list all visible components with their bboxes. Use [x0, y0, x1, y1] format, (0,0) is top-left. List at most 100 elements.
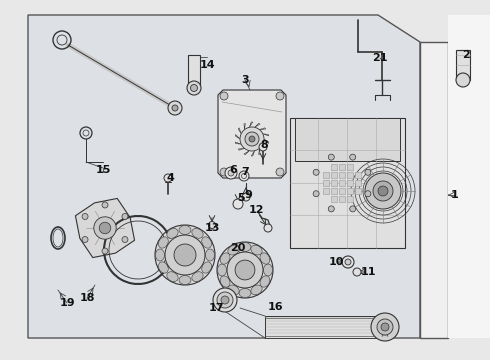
Circle shape [239, 171, 249, 181]
Bar [456, 50, 470, 80]
Circle shape [365, 191, 371, 197]
Circle shape [242, 193, 250, 201]
Bar [347, 188, 353, 194]
Circle shape [350, 206, 356, 212]
Circle shape [99, 222, 111, 234]
Circle shape [381, 323, 389, 331]
Ellipse shape [239, 288, 251, 297]
Text: 6: 6 [229, 165, 237, 175]
Ellipse shape [228, 285, 239, 295]
Bar [347, 172, 353, 178]
Circle shape [456, 73, 470, 87]
Text: 11: 11 [360, 267, 376, 277]
Circle shape [82, 237, 88, 243]
Ellipse shape [218, 264, 226, 276]
Polygon shape [218, 90, 286, 178]
Circle shape [168, 101, 182, 115]
Text: 14: 14 [199, 60, 215, 70]
Circle shape [220, 168, 228, 176]
Text: 20: 20 [230, 243, 245, 253]
Circle shape [217, 292, 233, 308]
Bar [339, 164, 345, 170]
Circle shape [82, 213, 88, 220]
Circle shape [350, 154, 356, 160]
Circle shape [377, 319, 393, 335]
Ellipse shape [158, 237, 168, 248]
Bar [295, 118, 400, 161]
Bar [448, 15, 490, 338]
Bar [347, 180, 353, 186]
Ellipse shape [158, 262, 168, 273]
Polygon shape [264, 139, 269, 144]
Circle shape [102, 202, 108, 208]
Text: 5: 5 [237, 193, 245, 203]
Circle shape [165, 235, 205, 275]
Ellipse shape [155, 249, 165, 261]
Circle shape [94, 217, 116, 239]
Circle shape [342, 256, 354, 268]
Ellipse shape [205, 249, 215, 261]
Bar [331, 188, 337, 194]
Bar [323, 172, 329, 178]
Ellipse shape [264, 264, 272, 276]
Bar [188, 55, 200, 85]
Ellipse shape [179, 275, 191, 284]
Bar [265, 316, 385, 338]
Polygon shape [244, 123, 245, 130]
Ellipse shape [179, 225, 191, 234]
Polygon shape [263, 144, 266, 150]
Polygon shape [249, 122, 253, 127]
Circle shape [328, 206, 334, 212]
Circle shape [313, 169, 319, 175]
Bar [339, 172, 345, 178]
Circle shape [225, 167, 237, 179]
Ellipse shape [167, 229, 178, 238]
Ellipse shape [220, 276, 230, 287]
Circle shape [276, 92, 284, 100]
Ellipse shape [192, 272, 203, 282]
Bar [331, 164, 337, 170]
Circle shape [122, 213, 128, 220]
Ellipse shape [251, 285, 262, 295]
Bar [331, 172, 337, 178]
Circle shape [172, 105, 178, 111]
Ellipse shape [228, 245, 239, 255]
Bar [331, 196, 337, 202]
Circle shape [220, 92, 228, 100]
Text: 8: 8 [260, 140, 268, 150]
Polygon shape [235, 135, 240, 139]
Circle shape [259, 143, 267, 151]
Bar [290, 118, 405, 248]
Ellipse shape [260, 276, 270, 287]
Polygon shape [238, 148, 245, 150]
Circle shape [187, 81, 201, 95]
Circle shape [164, 174, 172, 182]
Circle shape [373, 181, 393, 201]
Ellipse shape [260, 253, 270, 264]
Text: 18: 18 [79, 293, 95, 303]
Circle shape [102, 248, 108, 254]
Circle shape [213, 288, 237, 312]
Circle shape [209, 221, 216, 229]
Bar [355, 180, 361, 186]
Circle shape [221, 296, 229, 304]
Polygon shape [420, 42, 448, 338]
Circle shape [122, 237, 128, 243]
Polygon shape [255, 123, 260, 127]
Text: 19: 19 [59, 298, 75, 308]
Text: 7: 7 [241, 167, 249, 177]
Ellipse shape [239, 243, 251, 252]
Bar [339, 180, 345, 186]
Circle shape [371, 313, 399, 341]
Circle shape [378, 186, 388, 196]
Text: 12: 12 [248, 205, 264, 215]
Bar [323, 180, 329, 186]
Circle shape [353, 268, 361, 276]
Text: 17: 17 [208, 303, 224, 313]
Circle shape [233, 199, 243, 209]
Circle shape [235, 260, 255, 280]
Ellipse shape [192, 229, 203, 238]
Polygon shape [251, 151, 255, 156]
Circle shape [174, 244, 196, 266]
Circle shape [313, 191, 319, 197]
